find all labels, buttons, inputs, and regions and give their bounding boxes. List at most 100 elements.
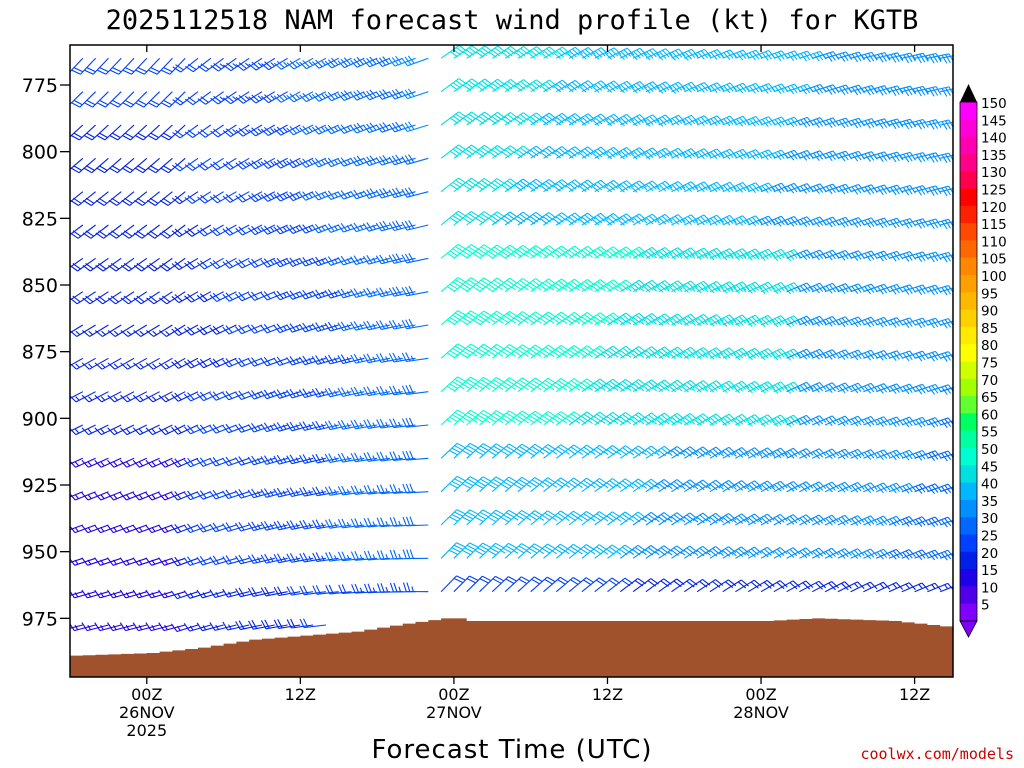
wind-barb <box>760 447 788 459</box>
wind-barb <box>760 414 788 427</box>
wind-barb <box>260 521 288 531</box>
wind-barb <box>684 479 711 493</box>
wind-barb <box>543 245 570 259</box>
wind-barb <box>83 124 109 141</box>
wind-barb <box>96 124 122 141</box>
colorbar-swatch <box>960 361 977 380</box>
wind-barb <box>760 281 788 295</box>
wind-barb <box>684 313 711 327</box>
wind-barb <box>799 415 827 426</box>
wind-barb <box>210 124 237 138</box>
wind-barb <box>145 424 173 436</box>
wind-barb <box>325 518 352 529</box>
wind-barb <box>760 381 788 394</box>
wind-barb <box>107 424 135 436</box>
colorbar-label: 105 <box>981 252 1007 268</box>
wind-barb <box>107 324 135 337</box>
colorbar-label: 60 <box>981 407 998 423</box>
wind-barb <box>863 515 891 527</box>
wind-barb <box>171 391 199 402</box>
colorbar-bottom-arrow <box>959 620 978 638</box>
wind-barb <box>184 157 212 171</box>
wind-barb <box>517 178 544 193</box>
wind-barb <box>324 124 352 135</box>
wind-barb <box>940 187 953 193</box>
wind-barb <box>401 384 429 395</box>
wind-barb <box>466 443 492 459</box>
wind-barb <box>171 324 199 336</box>
wind-barb <box>594 113 622 127</box>
wind-barb <box>645 247 673 260</box>
wind-barb <box>311 91 339 102</box>
wind-barb <box>504 410 531 426</box>
wind-barb <box>70 457 84 465</box>
wind-barb <box>517 477 544 493</box>
wind-barb <box>850 415 878 427</box>
wind-barb <box>658 247 686 260</box>
wind-barb <box>273 586 301 597</box>
wind-barb <box>632 180 660 193</box>
wind-barb <box>619 511 647 526</box>
wind-barb <box>479 211 506 226</box>
wind-barb <box>401 318 429 330</box>
wind-barb <box>556 146 583 159</box>
wind-barb <box>696 148 724 160</box>
wind-barb <box>619 412 647 426</box>
wind-barb <box>235 157 263 170</box>
wind-barb <box>146 291 173 305</box>
wind-barb <box>235 620 263 631</box>
wind-barb <box>684 280 711 294</box>
wind-barb <box>901 152 929 163</box>
wind-barb <box>607 312 634 326</box>
wind-barb <box>159 224 186 239</box>
wind-barb <box>479 145 506 159</box>
wind-barb <box>119 457 148 468</box>
wind-barb <box>466 277 493 293</box>
colorbar-label: 150 <box>981 96 1007 112</box>
wind-barb <box>632 114 660 127</box>
wind-barb <box>709 446 737 459</box>
wind-barb <box>645 346 673 359</box>
wind-barb <box>184 257 212 270</box>
wind-barb <box>95 291 122 305</box>
wind-barb <box>530 212 557 226</box>
wind-barb <box>939 586 953 593</box>
wind-barb <box>876 52 904 63</box>
wind-barb <box>81 424 109 436</box>
wind-barb <box>914 185 942 197</box>
wind-barb <box>70 124 96 141</box>
wind-barb <box>594 544 621 559</box>
wind-barb <box>735 480 762 493</box>
wind-barb <box>530 178 557 193</box>
wind-barb <box>581 113 609 126</box>
wind-barb <box>97 57 122 75</box>
wind-barb <box>850 84 878 96</box>
wind-barb <box>901 185 929 196</box>
wind-barb <box>491 277 518 293</box>
wind-barb <box>568 444 595 459</box>
wind-barb <box>121 157 148 174</box>
wind-barb <box>581 212 609 226</box>
y-tick-label: 925 <box>22 475 58 497</box>
wind-barb <box>94 424 122 436</box>
wind-barb <box>350 419 378 430</box>
wind-barb <box>709 546 737 559</box>
wind-barb <box>645 445 673 459</box>
wind-barb <box>607 412 634 426</box>
wind-barb <box>440 111 467 126</box>
wind-barb <box>658 545 685 559</box>
wind-barb <box>491 410 518 426</box>
wind-barb <box>70 224 96 239</box>
wind-barb <box>619 478 647 493</box>
wind-barb <box>196 357 224 369</box>
wind-barb <box>543 278 570 293</box>
wind-barb <box>658 181 686 193</box>
wind-barb <box>171 357 199 369</box>
wind-barb <box>376 353 403 363</box>
wind-barb <box>222 224 250 236</box>
wind-barb <box>84 57 109 75</box>
wind-barb <box>671 313 699 327</box>
wind-barb <box>389 517 416 527</box>
colorbar-label: 125 <box>981 183 1007 199</box>
